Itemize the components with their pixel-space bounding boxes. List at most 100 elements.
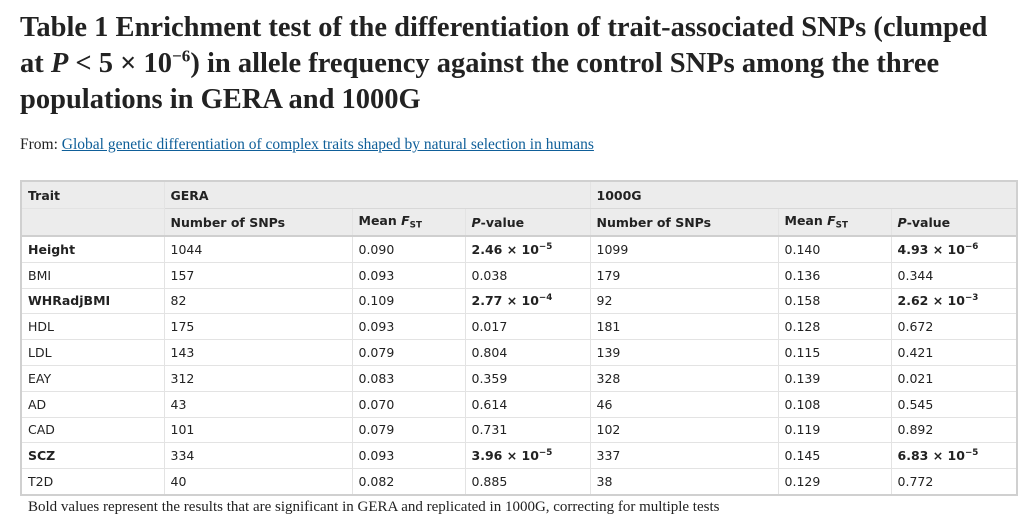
data-table: Trait GERA 1000G Number of SNPs Mean FST… (22, 182, 1017, 494)
gera-mean-fst-cell: 0.079 (351, 417, 465, 444)
gera-mean-fst-cell: 0.083 (351, 365, 465, 392)
1000g-p-value-cell: 0.344 (890, 262, 1017, 289)
1000g-mean-fst-cell: 0.139 (777, 365, 892, 392)
1000g-snps-cell: 46 (589, 391, 779, 418)
source-article-link[interactable]: Global genetic differentiation of comple… (61, 136, 594, 153)
table-row: Height 1044 0.090 2.46 × 10−5 1099 0.140 4.93 … (22, 236, 1017, 263)
gera-p-value-cell: 0.614 (464, 391, 591, 418)
trait-cell: HDL (22, 313, 164, 341)
source-label: From: (20, 136, 62, 153)
trait-cell: WHRadjBMI (22, 288, 164, 315)
trait-cell: SCZ (22, 442, 164, 470)
table-row: HDL 175 0.093 0.017 181 0.128 0.672 (22, 313, 1017, 341)
table-row: AD 43 0.070 0.614 46 0.108 0.545 (22, 391, 1017, 418)
gera-mean-fst-cell: 0.109 (351, 288, 465, 315)
group-header-1000g: 1000G (589, 182, 1017, 209)
gera-mean-fst-cell: 0.082 (351, 468, 465, 494)
gera-p-value-cell: 0.017 (464, 313, 591, 341)
col-header-p-value: P-value (890, 208, 1017, 237)
gera-snps-cell: 43 (163, 391, 352, 418)
gera-p-value-cell: 0.804 (464, 339, 591, 366)
col-header-mean-fst: Mean FST (777, 208, 892, 237)
gera-snps-cell: 40 (163, 468, 352, 494)
gera-snps-cell: 101 (163, 417, 352, 444)
gera-snps-cell: 82 (163, 288, 352, 315)
1000g-mean-fst-cell: 0.158 (777, 288, 892, 315)
gera-snps-cell: 175 (163, 313, 352, 341)
1000g-mean-fst-cell: 0.145 (777, 442, 892, 470)
gera-snps-cell: 1044 (163, 236, 352, 263)
gera-mean-fst-cell: 0.093 (351, 313, 465, 341)
col-header-p-value: P-value (464, 208, 591, 237)
1000g-snps-cell: 328 (589, 365, 779, 392)
table-row: WHRadjBMI 82 0.109 2.77 × 10−4 92 0.158 2.62 ×… (22, 288, 1017, 315)
gera-mean-fst-cell: 0.093 (351, 262, 465, 289)
gera-p-value-cell: 2.46 × 10−5 (464, 236, 591, 263)
1000g-p-value-cell: 2.62 × 10−3 (890, 288, 1017, 315)
1000g-p-value-cell: 0.892 (890, 417, 1017, 444)
1000g-snps-cell: 181 (589, 313, 779, 341)
title-p-symbol: P (50, 48, 69, 79)
table-body: Height 1044 0.090 2.46 × 10−5 1099 0.140 4.93 … (22, 236, 1017, 494)
table-title: Table 1 Enrichment test of the different… (20, 10, 1016, 118)
gera-mean-fst-cell: 0.079 (351, 339, 465, 366)
trait-cell: LDL (22, 339, 164, 366)
gera-p-value-cell: 0.885 (464, 468, 591, 494)
1000g-p-value-cell: 0.421 (890, 339, 1017, 366)
gera-p-value-cell: 3.96 × 10−5 (464, 442, 591, 470)
1000g-snps-cell: 179 (589, 262, 779, 289)
1000g-snps-cell: 139 (589, 339, 779, 366)
table-row: T2D 40 0.082 0.885 38 0.129 0.772 (22, 468, 1017, 494)
header-blank (22, 208, 164, 237)
trait-cell: Height (22, 236, 164, 263)
table-footnote: Bold values represent the results that a… (28, 499, 720, 515)
1000g-mean-fst-cell: 0.129 (777, 468, 892, 494)
1000g-mean-fst-cell: 0.108 (777, 391, 892, 418)
title-threshold: < 5 × 10 (68, 48, 173, 79)
table-row: LDL 143 0.079 0.804 139 0.115 0.421 (22, 339, 1017, 366)
trait-cell: T2D (28, 474, 54, 490)
1000g-p-value-cell: 6.83 × 10−5 (890, 442, 1017, 470)
1000g-mean-fst-cell: 0.136 (777, 262, 892, 289)
gera-snps-cell: 143 (163, 339, 352, 366)
gera-p-value-cell: 0.038 (464, 262, 591, 289)
gera-p-value-cell: 0.359 (464, 365, 591, 392)
table-row: CAD 101 0.079 0.731 102 0.119 0.892 (22, 417, 1017, 444)
gera-mean-fst-cell: 0.093 (351, 442, 465, 470)
1000g-p-value-cell: 0.772 (890, 468, 1017, 494)
1000g-snps-cell: 1099 (589, 236, 779, 263)
gera-mean-fst-cell: 0.070 (351, 391, 465, 418)
1000g-p-value-cell: 0.672 (890, 313, 1017, 341)
gera-p-value-cell: 2.77 × 10−4 (464, 288, 591, 315)
gera-p-value-cell: 0.731 (464, 417, 591, 444)
1000g-snps-cell: 92 (589, 288, 779, 315)
1000g-mean-fst-cell: 0.119 (777, 417, 892, 444)
trait-cell: AD (22, 391, 164, 418)
gera-mean-fst-cell: 0.090 (351, 236, 465, 263)
source-line: From: Global genetic differentiation of … (20, 136, 594, 154)
table-row: EAY 312 0.083 0.359 328 0.139 0.021 (22, 365, 1017, 392)
1000g-p-value-cell: 0.021 (890, 365, 1017, 392)
title-prefix: Table 1 Enrichment test of the different… (20, 12, 988, 79)
group-header-gera: GERA (163, 182, 591, 209)
1000g-snps-cell: 38 (589, 468, 779, 494)
1000g-p-value-cell: 4.93 × 10−6 (890, 236, 1017, 263)
trait-cell: BMI (22, 262, 164, 289)
1000g-snps-cell: 102 (589, 417, 779, 444)
col-header-number-of-snps: Number of SNPs (163, 208, 352, 237)
gera-snps-cell: 157 (163, 262, 352, 289)
table-row: SCZ 334 0.093 3.96 × 10−5 337 0.145 6.83 × 10−… (22, 442, 1017, 470)
1000g-snps-cell: 337 (589, 442, 779, 470)
trait-header: Trait (22, 182, 164, 209)
header-row-groups: Trait GERA 1000G (22, 182, 1017, 209)
table-row: BMI 157 0.093 0.038 179 0.136 0.344 (22, 262, 1017, 289)
header-row-columns: Number of SNPs Mean FST P-value Number o… (22, 208, 1017, 237)
1000g-mean-fst-cell: 0.115 (777, 339, 892, 366)
1000g-mean-fst-cell: 0.140 (777, 236, 892, 263)
1000g-p-value-cell: 0.545 (890, 391, 1017, 418)
title-threshold-exponent: −6 (172, 46, 191, 66)
trait-cell: CAD (22, 417, 164, 444)
gera-snps-cell: 334 (163, 442, 352, 470)
gera-snps-cell: 312 (163, 365, 352, 392)
